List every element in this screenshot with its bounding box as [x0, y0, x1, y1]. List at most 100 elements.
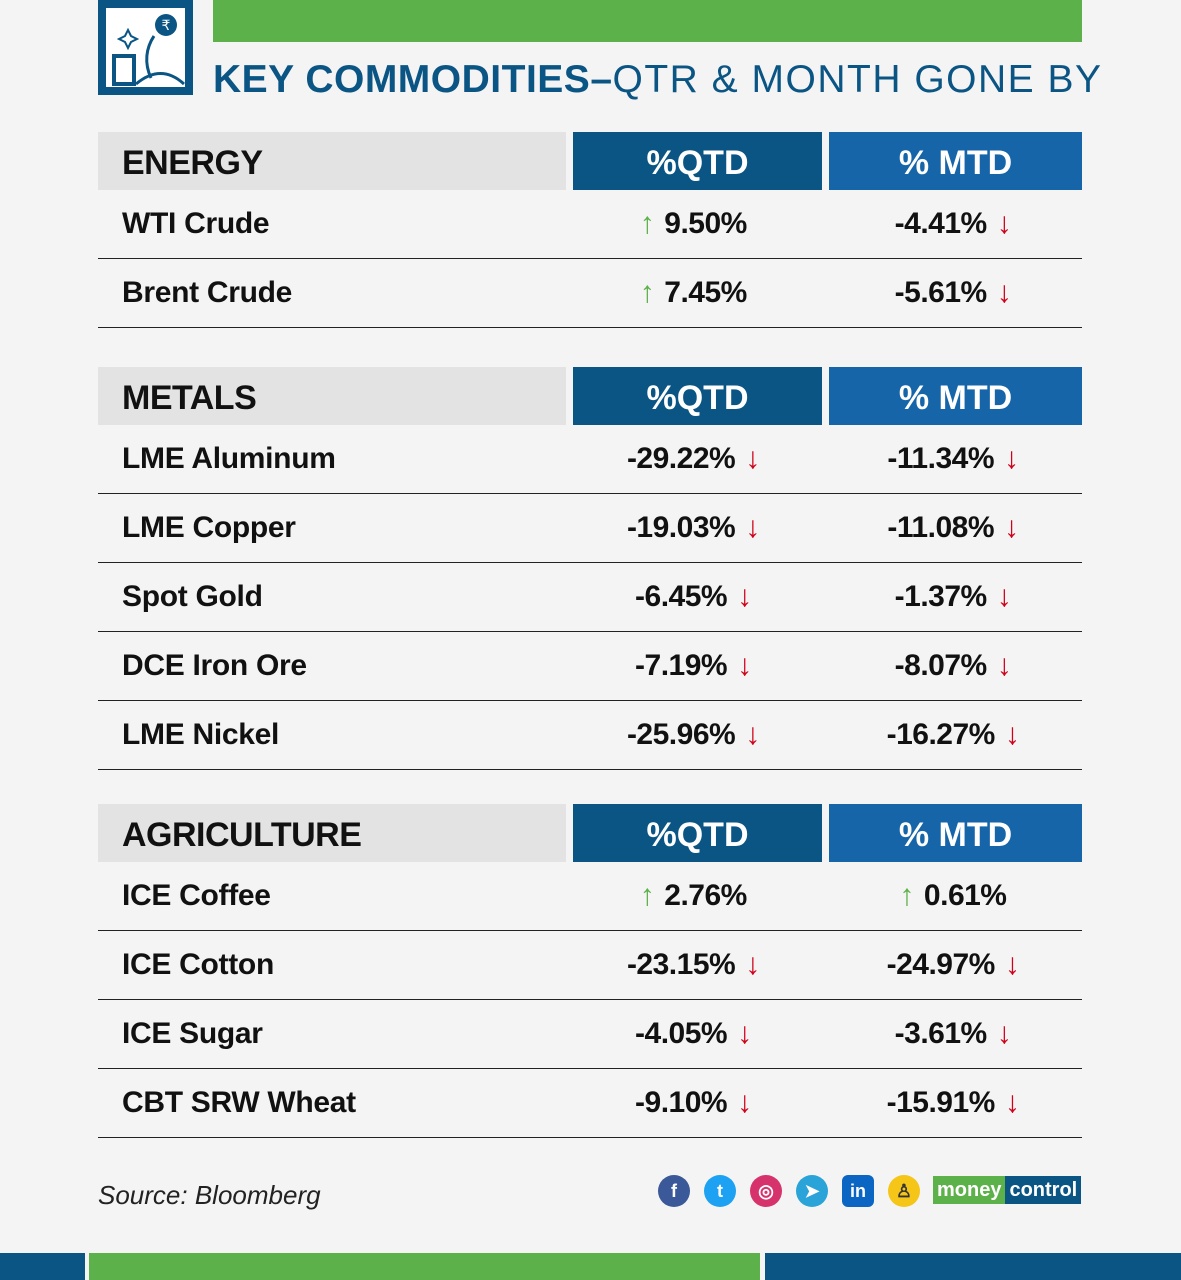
arrow-down-icon: ↓	[1004, 1086, 1020, 1119]
arrow-down-icon: ↓	[1004, 442, 1019, 475]
bottom-bar-blue-left	[0, 1253, 85, 1280]
mtd-header: % MTD	[829, 367, 1082, 425]
telegram-icon[interactable]: ➤	[796, 1175, 828, 1207]
arrow-down-icon: ↓	[1004, 948, 1020, 981]
commodity-name: ICE Cotton	[122, 948, 274, 981]
arrow-up-icon: ↑	[639, 879, 655, 912]
brand-b: control	[1005, 1176, 1082, 1204]
arrow-down-icon: ↓	[1004, 511, 1019, 544]
mtd-value: -5.61%	[894, 276, 988, 309]
brand-a: money	[933, 1176, 1006, 1204]
title-bold: KEY COMMODITIES–	[213, 58, 613, 101]
qtd-value: -19.03%	[626, 511, 736, 544]
qtd-cell: ↑ 2.76%	[570, 879, 817, 913]
category-label: ENERGY	[98, 132, 566, 190]
qtd-value: -29.22%	[626, 442, 736, 475]
facebook-icon[interactable]: f	[658, 1175, 690, 1207]
qtd-cell: ↑ 9.50%	[570, 207, 817, 241]
table-row: Spot Gold -6.45% ↓ -1.37% ↓	[98, 563, 1082, 632]
qtd-cell: -29.22% ↓	[570, 442, 817, 476]
qtd-header: %QTD	[573, 132, 822, 190]
arrow-down-icon: ↓	[1004, 718, 1020, 751]
arrow-down-icon: ↓	[745, 442, 760, 475]
mtd-value: -24.97%	[886, 948, 996, 981]
title-light: QTR & MONTH GONE BY	[612, 58, 1103, 101]
page-title: KEY COMMODITIES–QTR & MONTH GONE BY	[213, 58, 1103, 102]
qtd-cell: -9.10% ↓	[570, 1086, 817, 1120]
qtd-cell: -19.03% ↓	[570, 511, 817, 545]
mtd-cell: -5.61% ↓	[824, 276, 1082, 310]
qtd-value: -6.45%	[635, 580, 728, 613]
koo-icon[interactable]: ♙	[888, 1175, 920, 1207]
linkedin-icon[interactable]: in	[842, 1175, 874, 1207]
qtd-cell: -23.15% ↓	[570, 948, 817, 982]
qtd-cell: -25.96% ↓	[570, 718, 817, 752]
section-agriculture: AGRICULTURE %QTD % MTD ICE Coffee ↑ 2.76% ↑…	[98, 804, 1082, 1138]
qtd-header: %QTD	[573, 804, 822, 862]
arrow-down-icon: ↓	[737, 1017, 752, 1050]
section-metals: METALS %QTD % MTD LME Aluminum -29.22% ↓ -1…	[98, 367, 1082, 770]
table-row: ICE Coffee ↑ 2.76% ↑ 0.61%	[98, 862, 1082, 931]
bottom-bar-green	[89, 1253, 760, 1280]
instagram-icon[interactable]: ◎	[750, 1175, 782, 1207]
twitter-icon[interactable]: t	[704, 1175, 736, 1207]
table-row: Brent Crude ↑ 7.45% -5.61% ↓	[98, 259, 1082, 328]
table-row: ICE Sugar -4.05% ↓ -3.61% ↓	[98, 1000, 1082, 1069]
mtd-value: -1.37%	[894, 580, 988, 613]
mtd-value: -11.08%	[887, 511, 994, 544]
commodity-name: LME Aluminum	[122, 442, 336, 475]
qtd-cell: -7.19% ↓	[570, 649, 817, 683]
qtd-cell: -6.45% ↓	[570, 580, 817, 614]
qtd-value: -4.05%	[635, 1017, 728, 1050]
commodity-name: LME Copper	[122, 511, 296, 544]
table-row: DCE Iron Ore -7.19% ↓ -8.07% ↓	[98, 632, 1082, 701]
table-row: LME Nickel -25.96% ↓ -16.27% ↓	[98, 701, 1082, 770]
commodity-name: LME Nickel	[122, 718, 280, 751]
commodity-name: ICE Sugar	[122, 1017, 263, 1050]
mtd-value: -8.07%	[894, 649, 988, 682]
category-label: AGRICULTURE	[98, 804, 566, 862]
qtd-value: -25.96%	[626, 718, 736, 751]
commodity-name: WTI Crude	[122, 207, 270, 240]
mtd-cell: -15.91% ↓	[824, 1086, 1082, 1120]
section-header: ENERGY %QTD % MTD	[98, 132, 1082, 190]
arrow-down-icon: ↓	[996, 649, 1012, 682]
mtd-cell: -1.37% ↓	[824, 580, 1082, 614]
category-label: METALS	[98, 367, 566, 425]
source-note: Source: Bloomberg	[98, 1180, 321, 1210]
table-row: LME Copper -19.03% ↓ -11.08% ↓	[98, 494, 1082, 563]
mtd-value: -3.61%	[894, 1017, 988, 1050]
qtd-cell: -4.05% ↓	[570, 1017, 817, 1051]
mtd-cell: -8.07% ↓	[824, 649, 1082, 683]
section-header: AGRICULTURE %QTD % MTD	[98, 804, 1082, 862]
qtd-cell: ↑ 7.45%	[570, 276, 817, 310]
mtd-cell: -11.08% ↓	[824, 511, 1082, 545]
mtd-header: % MTD	[829, 132, 1082, 190]
mtd-value: -11.34%	[887, 442, 994, 475]
wheat-rupee-icon: ₹	[112, 14, 186, 86]
mtd-value: 0.61%	[923, 879, 1007, 912]
arrow-down-icon: ↓	[745, 718, 760, 751]
arrow-down-icon: ↓	[745, 511, 760, 544]
social-icons: f t ◎ ➤ in ♙	[658, 1175, 920, 1207]
arrow-down-icon: ↓	[996, 207, 1012, 240]
mtd-header: % MTD	[829, 804, 1082, 862]
arrow-down-icon: ↓	[996, 276, 1012, 309]
qtd-value: -9.10%	[635, 1086, 728, 1119]
table-row: ICE Cotton -23.15% ↓ -24.97% ↓	[98, 931, 1082, 1000]
table-row: LME Aluminum -29.22% ↓ -11.34% ↓	[98, 425, 1082, 494]
arrow-down-icon: ↓	[996, 1017, 1012, 1050]
qtd-value: -23.15%	[626, 948, 736, 981]
mtd-cell: -24.97% ↓	[824, 948, 1082, 982]
mtd-value: -16.27%	[886, 718, 996, 751]
qtd-value: 2.76%	[664, 879, 747, 912]
arrow-down-icon: ↓	[737, 649, 752, 682]
arrow-down-icon: ↓	[737, 580, 752, 613]
mtd-value: -15.91%	[886, 1086, 996, 1119]
section-header: METALS %QTD % MTD	[98, 367, 1082, 425]
moneycontrol-logo: money control	[933, 1176, 1082, 1204]
table-row: CBT SRW Wheat -9.10% ↓ -15.91% ↓	[98, 1069, 1082, 1138]
mtd-cell: ↑ 0.61%	[824, 879, 1082, 913]
commodity-name: DCE Iron Ore	[122, 649, 307, 682]
svg-text:₹: ₹	[162, 18, 171, 34]
